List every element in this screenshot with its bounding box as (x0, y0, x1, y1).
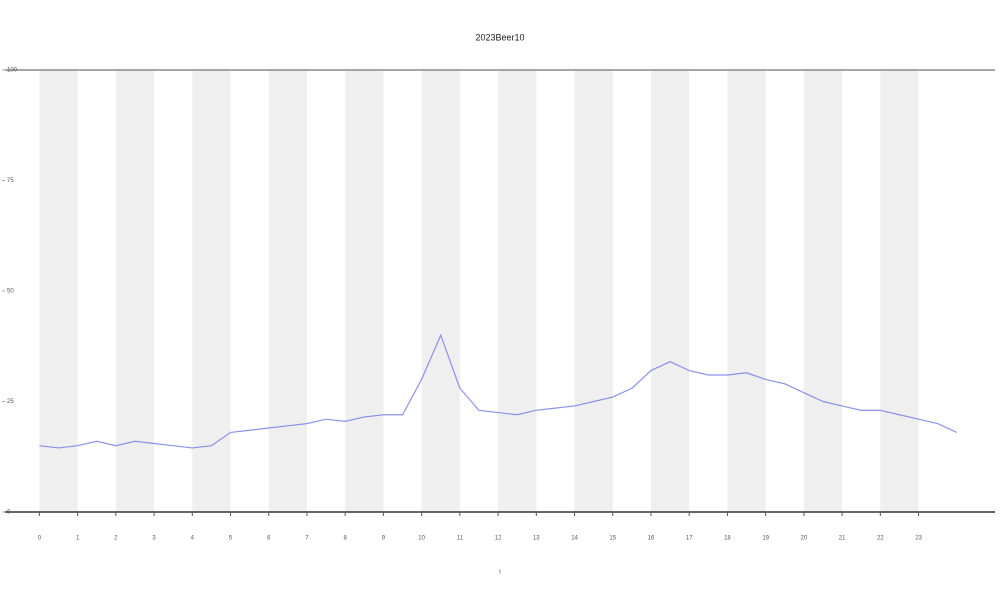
x-tick-label: 16 (648, 536, 655, 542)
x-tick-label: 1 (76, 536, 80, 542)
chart-title: 2023Beer10 (475, 32, 524, 42)
x-tick-label: 2 (114, 536, 118, 542)
x-tick-label: 11 (457, 536, 464, 542)
shaded-band (268, 70, 307, 512)
x-tick-label: 7 (305, 536, 309, 542)
shaded-band (880, 70, 919, 512)
shaded-band (345, 70, 384, 512)
data-line (39, 333, 958, 449)
x-tick-label: 20 (801, 536, 808, 542)
y-tick-label: 50 (7, 289, 14, 295)
x-tick-label: 6 (267, 536, 271, 542)
x-tick-label: 9 (382, 536, 386, 542)
x-tick-label: 3 (152, 536, 156, 542)
x-tick-label: 4 (191, 536, 195, 542)
shaded-band (39, 70, 78, 512)
x-tick-label: 17 (686, 536, 693, 542)
shaded-band (803, 70, 843, 512)
shaded-band (498, 70, 537, 512)
x-tick-label: 5 (229, 536, 233, 542)
y-tick-label: 25 (7, 399, 14, 405)
x-tick-label: 12 (495, 536, 502, 542)
x-tick-label: 22 (877, 536, 884, 542)
x-tick-label: 13 (533, 536, 540, 542)
shaded-band (115, 70, 155, 512)
x-tick-label: 0 (38, 536, 42, 542)
x-tick-label: 14 (571, 536, 578, 542)
x-tick-label: 23 (915, 536, 922, 542)
y-tick-label: 75 (7, 178, 14, 184)
x-tick-label: 8 (344, 536, 348, 542)
x-tick-label: 10 (418, 536, 425, 542)
shaded-band (574, 70, 613, 512)
shaded-band (727, 70, 766, 512)
shaded-band (421, 70, 460, 512)
x-tick-label: 21 (839, 536, 846, 542)
x-tick-label: 19 (762, 536, 769, 542)
x-tick-label: 18 (724, 536, 731, 542)
y-tick-label: 0 (7, 510, 11, 516)
y-tick-label: 100 (7, 68, 18, 74)
shaded-band (650, 70, 690, 512)
x-tick-label: 15 (609, 536, 616, 542)
shaded-band (192, 70, 231, 512)
x-axis-label: t (499, 570, 501, 576)
